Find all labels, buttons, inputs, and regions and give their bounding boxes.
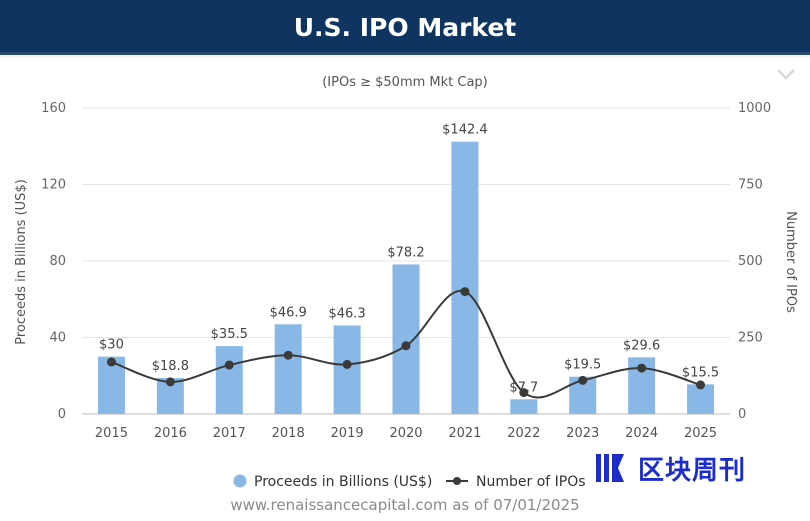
legend: Proceeds in Billions (US$) Number of IPOs	[233, 474, 586, 490]
y2-tick-label: 750	[738, 178, 763, 193]
x-tick-label: 2023	[566, 426, 599, 441]
legend-line-marker	[453, 477, 461, 485]
bar-series	[97, 141, 715, 414]
y-tick-label: 120	[41, 178, 66, 193]
bar	[274, 324, 302, 414]
bar-value-label: $46.3	[328, 306, 365, 321]
line-point	[224, 360, 234, 370]
x-tick-label: 2021	[448, 426, 481, 441]
line-point	[165, 377, 175, 387]
legend-bar-label: Proceeds in Billions (US$)	[254, 474, 432, 490]
y2-tick-label: 250	[738, 331, 763, 346]
x-tick-label: 2015	[95, 426, 128, 441]
chart-title: U.S. IPO Market	[293, 13, 517, 42]
watermark-text: 区块周刊	[638, 455, 747, 486]
bar-value-label: $18.8	[152, 359, 189, 374]
y2-tick-label: 0	[738, 407, 746, 422]
x-tick-label: 2025	[684, 426, 717, 441]
header-bar: U.S. IPO Market	[0, 0, 810, 55]
legend-bar-swatch	[233, 474, 247, 488]
line-point	[342, 359, 352, 369]
bar-value-label: $15.5	[682, 365, 719, 380]
x-tick-label: 2024	[625, 426, 658, 441]
x-tick-label: 2017	[213, 426, 246, 441]
chart-subtitle: (IPOs ≥ $50mm Mkt Cap)	[322, 75, 488, 90]
x-tick-label: 2022	[507, 426, 540, 441]
bar-value-label: $35.5	[211, 327, 248, 342]
watermark-logo-icon	[596, 454, 624, 482]
bar	[215, 346, 243, 414]
watermark: 区块周刊	[594, 446, 794, 490]
bar	[333, 325, 361, 414]
line-point	[637, 363, 647, 373]
source-note: www.renaissancecapital.com as of 07/01/2…	[230, 496, 580, 514]
y-tick-label: 80	[49, 254, 66, 269]
x-tick-label: 2020	[389, 426, 422, 441]
line-point	[519, 388, 529, 398]
x-tick-label: 2019	[331, 426, 364, 441]
bar	[451, 141, 479, 414]
bar-value-label: $78.2	[387, 245, 424, 260]
line-point	[460, 287, 470, 297]
line-point	[283, 350, 293, 360]
line-point	[696, 380, 706, 390]
y-axis-title: Proceeds in Billions (US$)	[14, 179, 29, 345]
line-series	[106, 287, 706, 399]
y2-tick-label: 1000	[738, 101, 771, 116]
legend-line-label: Number of IPOs	[476, 474, 586, 490]
bar-value-label: $29.6	[623, 338, 660, 353]
y2-tick-label: 500	[738, 254, 763, 269]
bar	[392, 264, 420, 414]
line-point	[401, 341, 411, 351]
bar-value-label: $7.7	[509, 380, 538, 395]
bar	[510, 399, 538, 414]
y2-axis-title: Number of IPOs	[783, 211, 798, 313]
y-tick-label: 160	[41, 101, 66, 116]
line-point	[578, 375, 588, 385]
ipo-count-line	[111, 289, 701, 399]
chevron-down-icon[interactable]	[777, 69, 795, 80]
x-tick-label: 2018	[272, 426, 305, 441]
y-tick-label: 40	[49, 331, 66, 346]
line-point	[106, 357, 116, 367]
x-tick-label: 2016	[154, 426, 187, 441]
bar-value-label: $19.5	[564, 358, 601, 373]
axes: (IPOs ≥ $50mm Mkt Cap) 0 40 80 120 160 0 250 500…	[14, 75, 798, 441]
data-labels: $30 $18.8 $35.5 $46.9 $46.3 $78.2 $142.4 $7.7 $1…	[99, 123, 719, 396]
bar-value-label: $142.4	[442, 123, 488, 138]
header-divider	[0, 52, 810, 55]
bar-value-label: $46.9	[270, 305, 307, 320]
bar-value-label: $30	[99, 338, 124, 353]
y-tick-label: 0	[58, 407, 66, 422]
